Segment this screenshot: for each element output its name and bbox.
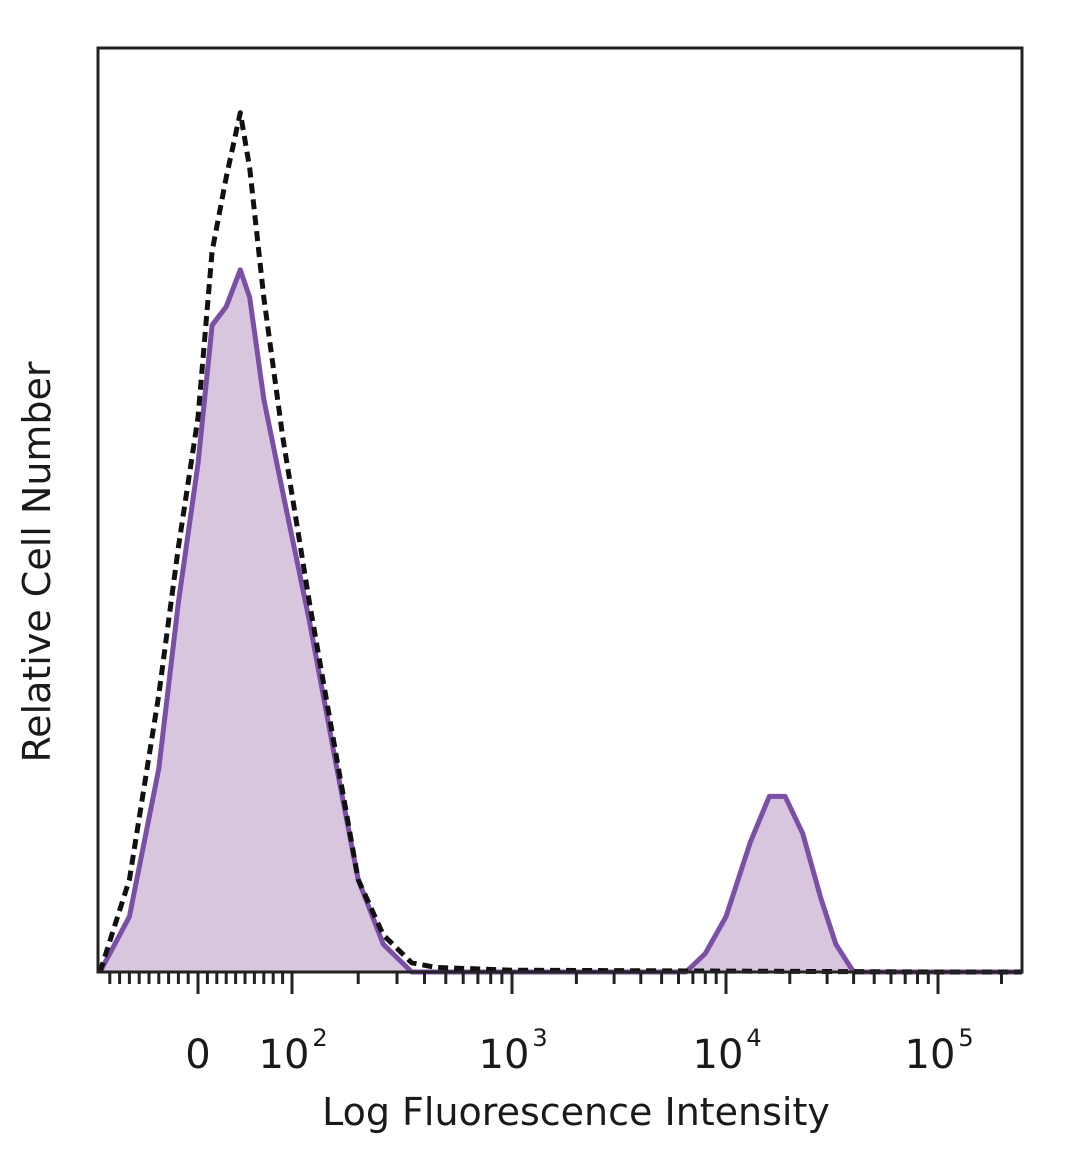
dashed-histogram-line <box>97 110 1022 975</box>
x-axis-ticks <box>108 972 1003 994</box>
x-tick-label-exponent: 3 <box>532 1024 547 1052</box>
y-axis-title: Relative Cell Number <box>15 361 59 762</box>
series-layer <box>97 110 1022 975</box>
x-tick-label: 10 <box>259 1032 310 1078</box>
x-tick-label-exponent: 2 <box>312 1024 327 1052</box>
x-tick-label-exponent: 4 <box>746 1024 761 1052</box>
plot-frame <box>96 46 1024 974</box>
x-tick-label: 10 <box>693 1032 744 1078</box>
filled-histogram-area <box>100 269 1022 972</box>
x-axis-tick-labels: 0 10 2 10 3 10 4 10 5 <box>185 1024 973 1078</box>
x-tick-label: 10 <box>905 1032 956 1078</box>
x-tick-label: 10 <box>479 1032 530 1078</box>
x-tick-label: 0 <box>185 1032 210 1078</box>
x-axis-title: Log Fluorescence Intensity <box>322 1090 830 1134</box>
x-tick-label-exponent: 5 <box>958 1024 973 1052</box>
